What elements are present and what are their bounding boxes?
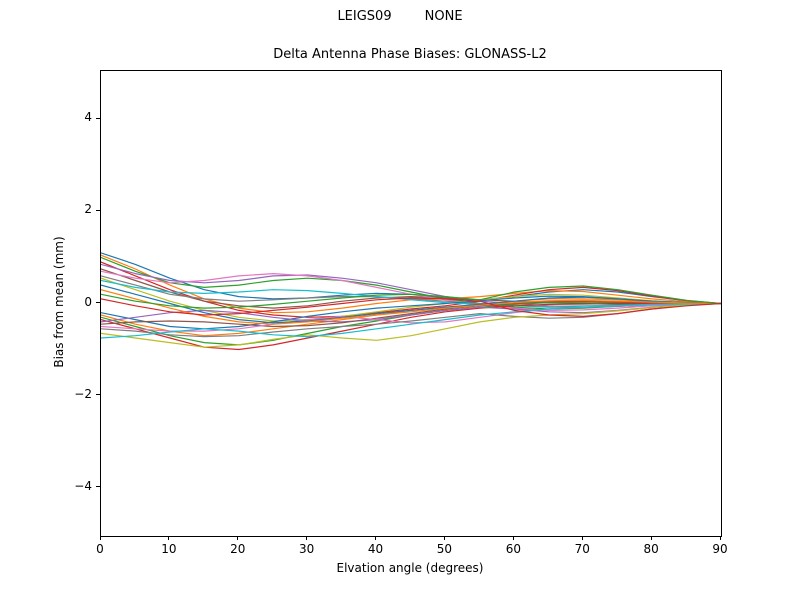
series-line <box>101 302 721 339</box>
x-tick-label: 80 <box>643 542 659 556</box>
y-axis-label: Bias from mean (mm) <box>52 236 66 368</box>
x-tick-mark <box>581 536 583 540</box>
x-tick-label: 70 <box>574 542 590 556</box>
series-line <box>101 289 721 325</box>
y-tick-label: −4 <box>74 478 92 493</box>
x-tick-label: 40 <box>367 542 384 556</box>
x-tick-mark <box>512 536 514 540</box>
plot-area <box>100 70 722 537</box>
y-tick-mark <box>96 117 100 119</box>
series-line <box>101 302 721 348</box>
x-tick-label: 10 <box>161 542 177 556</box>
x-tick-label: 20 <box>230 542 246 556</box>
x-tick-label: 90 <box>712 542 728 556</box>
x-tick-mark <box>237 536 239 540</box>
x-tick-mark <box>168 536 170 540</box>
x-tick-mark <box>99 536 101 540</box>
y-tick-mark <box>96 209 100 211</box>
x-tick-mark <box>650 536 652 540</box>
x-tick-label: 30 <box>299 542 315 556</box>
x-tick-label: 60 <box>505 542 521 556</box>
y-tick-mark <box>96 302 100 303</box>
series-lines <box>101 252 721 351</box>
series-line <box>101 285 721 309</box>
x-axis-label: Elvation angle (degrees) <box>336 561 484 575</box>
x-tick-mark <box>375 536 377 540</box>
chart-title: Delta Antenna Phase Biases: GLONASS-L2 <box>273 47 547 62</box>
x-tick-label: 50 <box>436 542 453 556</box>
chart-suptitle: LEIGS09 NONE <box>337 9 463 24</box>
series-line <box>101 297 721 317</box>
y-tick-label: 0 <box>84 294 92 309</box>
y-tick-mark <box>96 394 100 396</box>
x-tick-mark <box>443 536 445 540</box>
series-line <box>101 268 721 309</box>
y-tick-label: 4 <box>84 110 92 125</box>
x-tick-mark <box>306 536 308 540</box>
series-line <box>101 284 721 324</box>
y-tick-label: 2 <box>84 202 92 217</box>
y-tick-label: −2 <box>74 386 92 401</box>
x-tick-label: 0 <box>96 542 104 556</box>
y-tick-mark <box>96 486 100 488</box>
x-tick-mark <box>719 536 721 540</box>
